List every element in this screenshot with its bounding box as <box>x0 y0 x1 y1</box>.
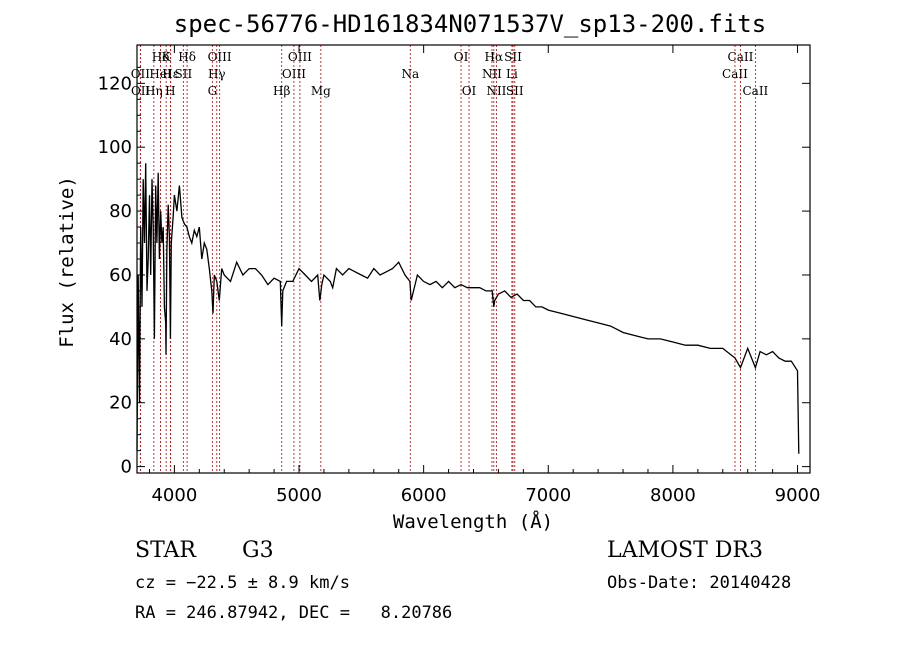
spectral-line-label: Hγ <box>208 67 226 81</box>
spectral-line-label: SII <box>175 67 193 81</box>
spectral-line-markers <box>139 45 756 473</box>
y-axis-label: Flux (relative) <box>56 176 78 348</box>
spectral-line-label: H <box>165 84 175 98</box>
chart-title: spec-56776-HD161834N071537V_sp13-200.fit… <box>174 10 766 38</box>
y-tick-label: 20 <box>109 393 132 414</box>
survey-name: LAMOST DR3 <box>607 538 763 563</box>
plot-frame <box>136 44 811 474</box>
spectral-line-label: SII <box>504 50 522 64</box>
y-tick-label: 40 <box>109 329 132 350</box>
spectral-line-label: Na <box>401 67 419 81</box>
spectral-line-label: Hβ <box>273 84 290 98</box>
spectral-line-label: CaII <box>742 84 768 98</box>
spectral-line-label: NII <box>482 67 502 81</box>
spectral-line-label: Hε <box>162 67 179 81</box>
spectral-line-label: OI <box>462 84 477 98</box>
flux-series-line <box>136 163 800 454</box>
spectral-line-label: NII <box>486 84 506 98</box>
spectral-line-label: SII <box>506 84 524 98</box>
y-tick-label: 80 <box>109 201 132 222</box>
spectral-line-label: Mg <box>311 84 331 98</box>
x-axis-label: Wavelength (Å) <box>393 510 553 533</box>
spectral-line-label: OIII <box>208 50 232 64</box>
y-tick-label: 60 <box>109 265 132 286</box>
x-tick-label: 7000 <box>525 485 571 506</box>
x-tick-label: 8000 <box>650 485 696 506</box>
spectral-line-label: OII <box>131 84 151 98</box>
coordinates: RA = 246.87942, DEC = 8.20786 <box>135 603 453 623</box>
y-tick-label: 100 <box>98 137 132 158</box>
spectral-line-label: CaII <box>728 50 754 64</box>
redshift-velocity: cz = −22.5 ± 8.9 km/s <box>135 573 350 593</box>
y-tick-label: 120 <box>98 73 132 94</box>
spectral-line-label: Hδ <box>152 50 170 64</box>
spectral-line-label: Hδ <box>178 50 196 64</box>
axis-ticks: 4000 5000 6000 7000 8000 9000 0 20 40 60 80 100 120 <box>98 45 821 506</box>
spectral-line-label: OII <box>131 67 151 81</box>
y-tick-label: 0 <box>121 457 132 478</box>
object-class: STAR <box>135 538 196 563</box>
spectral-line-label: Hα <box>485 50 504 64</box>
spectral-line-label: OIII <box>288 50 312 64</box>
spectral-line-label: OI <box>454 50 469 64</box>
x-tick-label: 5000 <box>276 485 322 506</box>
spectral-line-label: G <box>208 84 218 98</box>
spectral-line-label: Li <box>506 67 518 81</box>
spectral-line-label: HeI <box>149 67 172 81</box>
spectral-line-label: Hη <box>145 84 163 98</box>
x-tick-label: 6000 <box>401 485 447 506</box>
observation-date: Obs-Date: 20140428 <box>607 573 792 593</box>
spectral-line-label: K <box>162 50 172 64</box>
spectral-line-label: CaII <box>722 67 748 81</box>
object-subclass: G3 <box>242 538 274 563</box>
x-tick-label: 9000 <box>775 485 821 506</box>
spectral-line-label: OIII <box>282 67 306 81</box>
x-tick-label: 4000 <box>151 485 197 506</box>
